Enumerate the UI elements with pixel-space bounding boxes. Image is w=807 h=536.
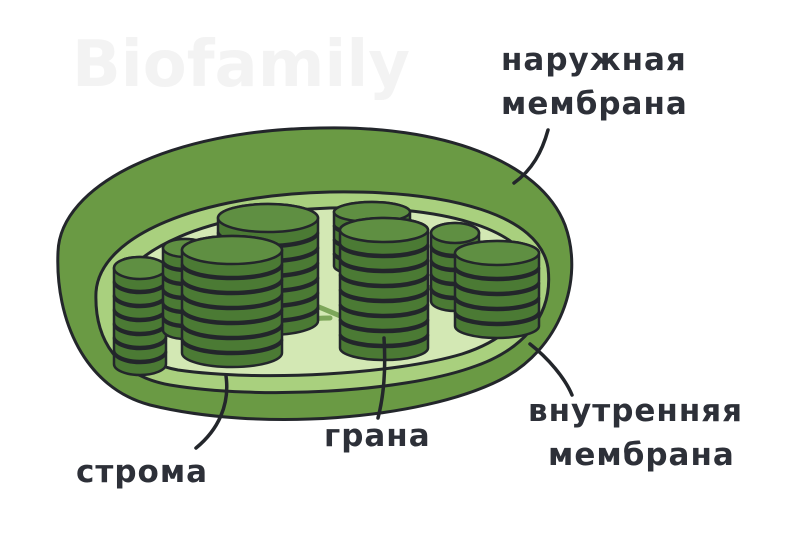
granum-stack [338, 216, 430, 362]
thylakoid-disk-top [338, 216, 430, 244]
grana-group [112, 200, 541, 377]
thylakoid-disk-top [453, 239, 541, 267]
label-inner-membrane-line2: мембрана [548, 437, 735, 473]
watermark: Biofamily [72, 28, 410, 102]
granum-stack [453, 239, 541, 340]
label-outer-membrane-line2: мембрана [501, 86, 688, 122]
leader-stroma [194, 374, 229, 450]
granum-stack [180, 234, 284, 369]
leader-outer-membrane [512, 128, 550, 185]
leader-inner-membrane [528, 342, 574, 397]
granum-stack [112, 255, 168, 377]
thylakoid-disk-top [429, 221, 481, 245]
label-inner-membrane-line1: внутренняя [528, 393, 743, 429]
thylakoid-disk-top [216, 202, 320, 234]
thylakoid-disk-top [112, 255, 168, 281]
label-outer-membrane-line1: наружная [501, 42, 687, 78]
label-stroma: строма [76, 454, 208, 490]
label-granum: грана [324, 418, 431, 454]
leader-granum [376, 336, 387, 420]
thylakoid-disk-top [180, 234, 284, 266]
